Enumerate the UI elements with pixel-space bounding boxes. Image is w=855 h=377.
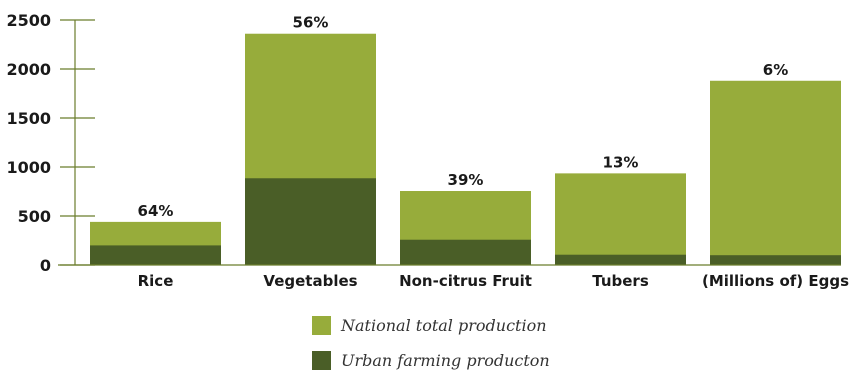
bar-urban-farming <box>400 239 531 265</box>
y-tick-label: 2500 <box>6 11 51 30</box>
bar-percent-label: 39% <box>448 171 484 189</box>
labels-layer: 64% Rice 56% Vegetables 39% Non-citrus Fruit 1… <box>138 14 850 290</box>
legend: National total production Urban farming p… <box>312 316 550 370</box>
legend-swatch <box>312 351 331 370</box>
x-tick-label: Vegetables <box>263 272 357 290</box>
bar-national-total <box>555 173 686 265</box>
y-tick-label: 500 <box>18 207 51 226</box>
y-tick-label: 2000 <box>6 60 51 79</box>
legend-label: National total production <box>340 316 547 335</box>
y-tick-label: 0 <box>40 256 51 275</box>
legend-swatch <box>312 316 331 335</box>
bar-urban-farming <box>245 178 376 265</box>
y-axis: 0 500 1000 1500 2000 2500 <box>6 11 841 275</box>
bar-percent-label: 64% <box>138 202 174 220</box>
bar-percent-label: 6% <box>763 61 788 79</box>
x-tick-label: Rice <box>138 272 174 290</box>
x-tick-label: Tubers <box>592 272 649 290</box>
x-tick-label: (Millions of) Eggs <box>702 272 849 290</box>
bar-urban-farming <box>90 245 221 265</box>
bars-layer <box>90 33 841 265</box>
bar-urban-farming <box>555 254 686 265</box>
legend-label: Urban farming producton <box>341 351 550 370</box>
y-tick-label: 1500 <box>6 109 51 128</box>
x-tick-label: Non-citrus Fruit <box>399 272 532 290</box>
y-tick-label: 1000 <box>6 158 51 177</box>
bar-percent-label: 13% <box>603 153 639 171</box>
bar-urban-farming <box>710 255 841 265</box>
bar-national-total <box>710 80 841 265</box>
bar-percent-label: 56% <box>293 14 329 32</box>
